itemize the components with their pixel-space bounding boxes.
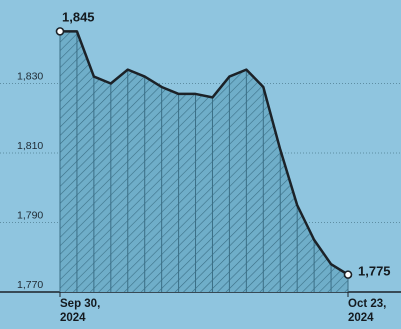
y-tick-label: 1,770 [17, 279, 43, 291]
vertical-dividers [59, 31, 349, 292]
y-tick-label: 1,810 [17, 140, 43, 152]
series-line-path [60, 30, 349, 276]
x-tick-label-line2: 2024 [60, 312, 86, 324]
x-axis-ticks: Sep 30, 2024 Oct 23, 2024 [59, 292, 386, 324]
series-line [60, 30, 349, 276]
area-fill [60, 31, 348, 292]
start-point-marker [55, 27, 65, 36]
area-hatch [60, 31, 348, 292]
y-axis-ticks: 1,770 1,790 1,810 1,830 [17, 71, 43, 292]
end-point-marker [343, 270, 353, 279]
x-tick-label-line2: 2024 [348, 312, 374, 324]
start-value-label: 1,845 [62, 9, 95, 24]
x-tick-label-line1: Oct 23, [348, 298, 386, 310]
end-value-label: 1,775 [358, 264, 391, 279]
y-tick-label: 1,830 [17, 71, 43, 83]
end-markers: 1,845 1,775 [55, 9, 391, 279]
y-tick-label: 1,790 [17, 210, 43, 222]
x-tick-label-line1: Sep 30, [60, 298, 100, 310]
